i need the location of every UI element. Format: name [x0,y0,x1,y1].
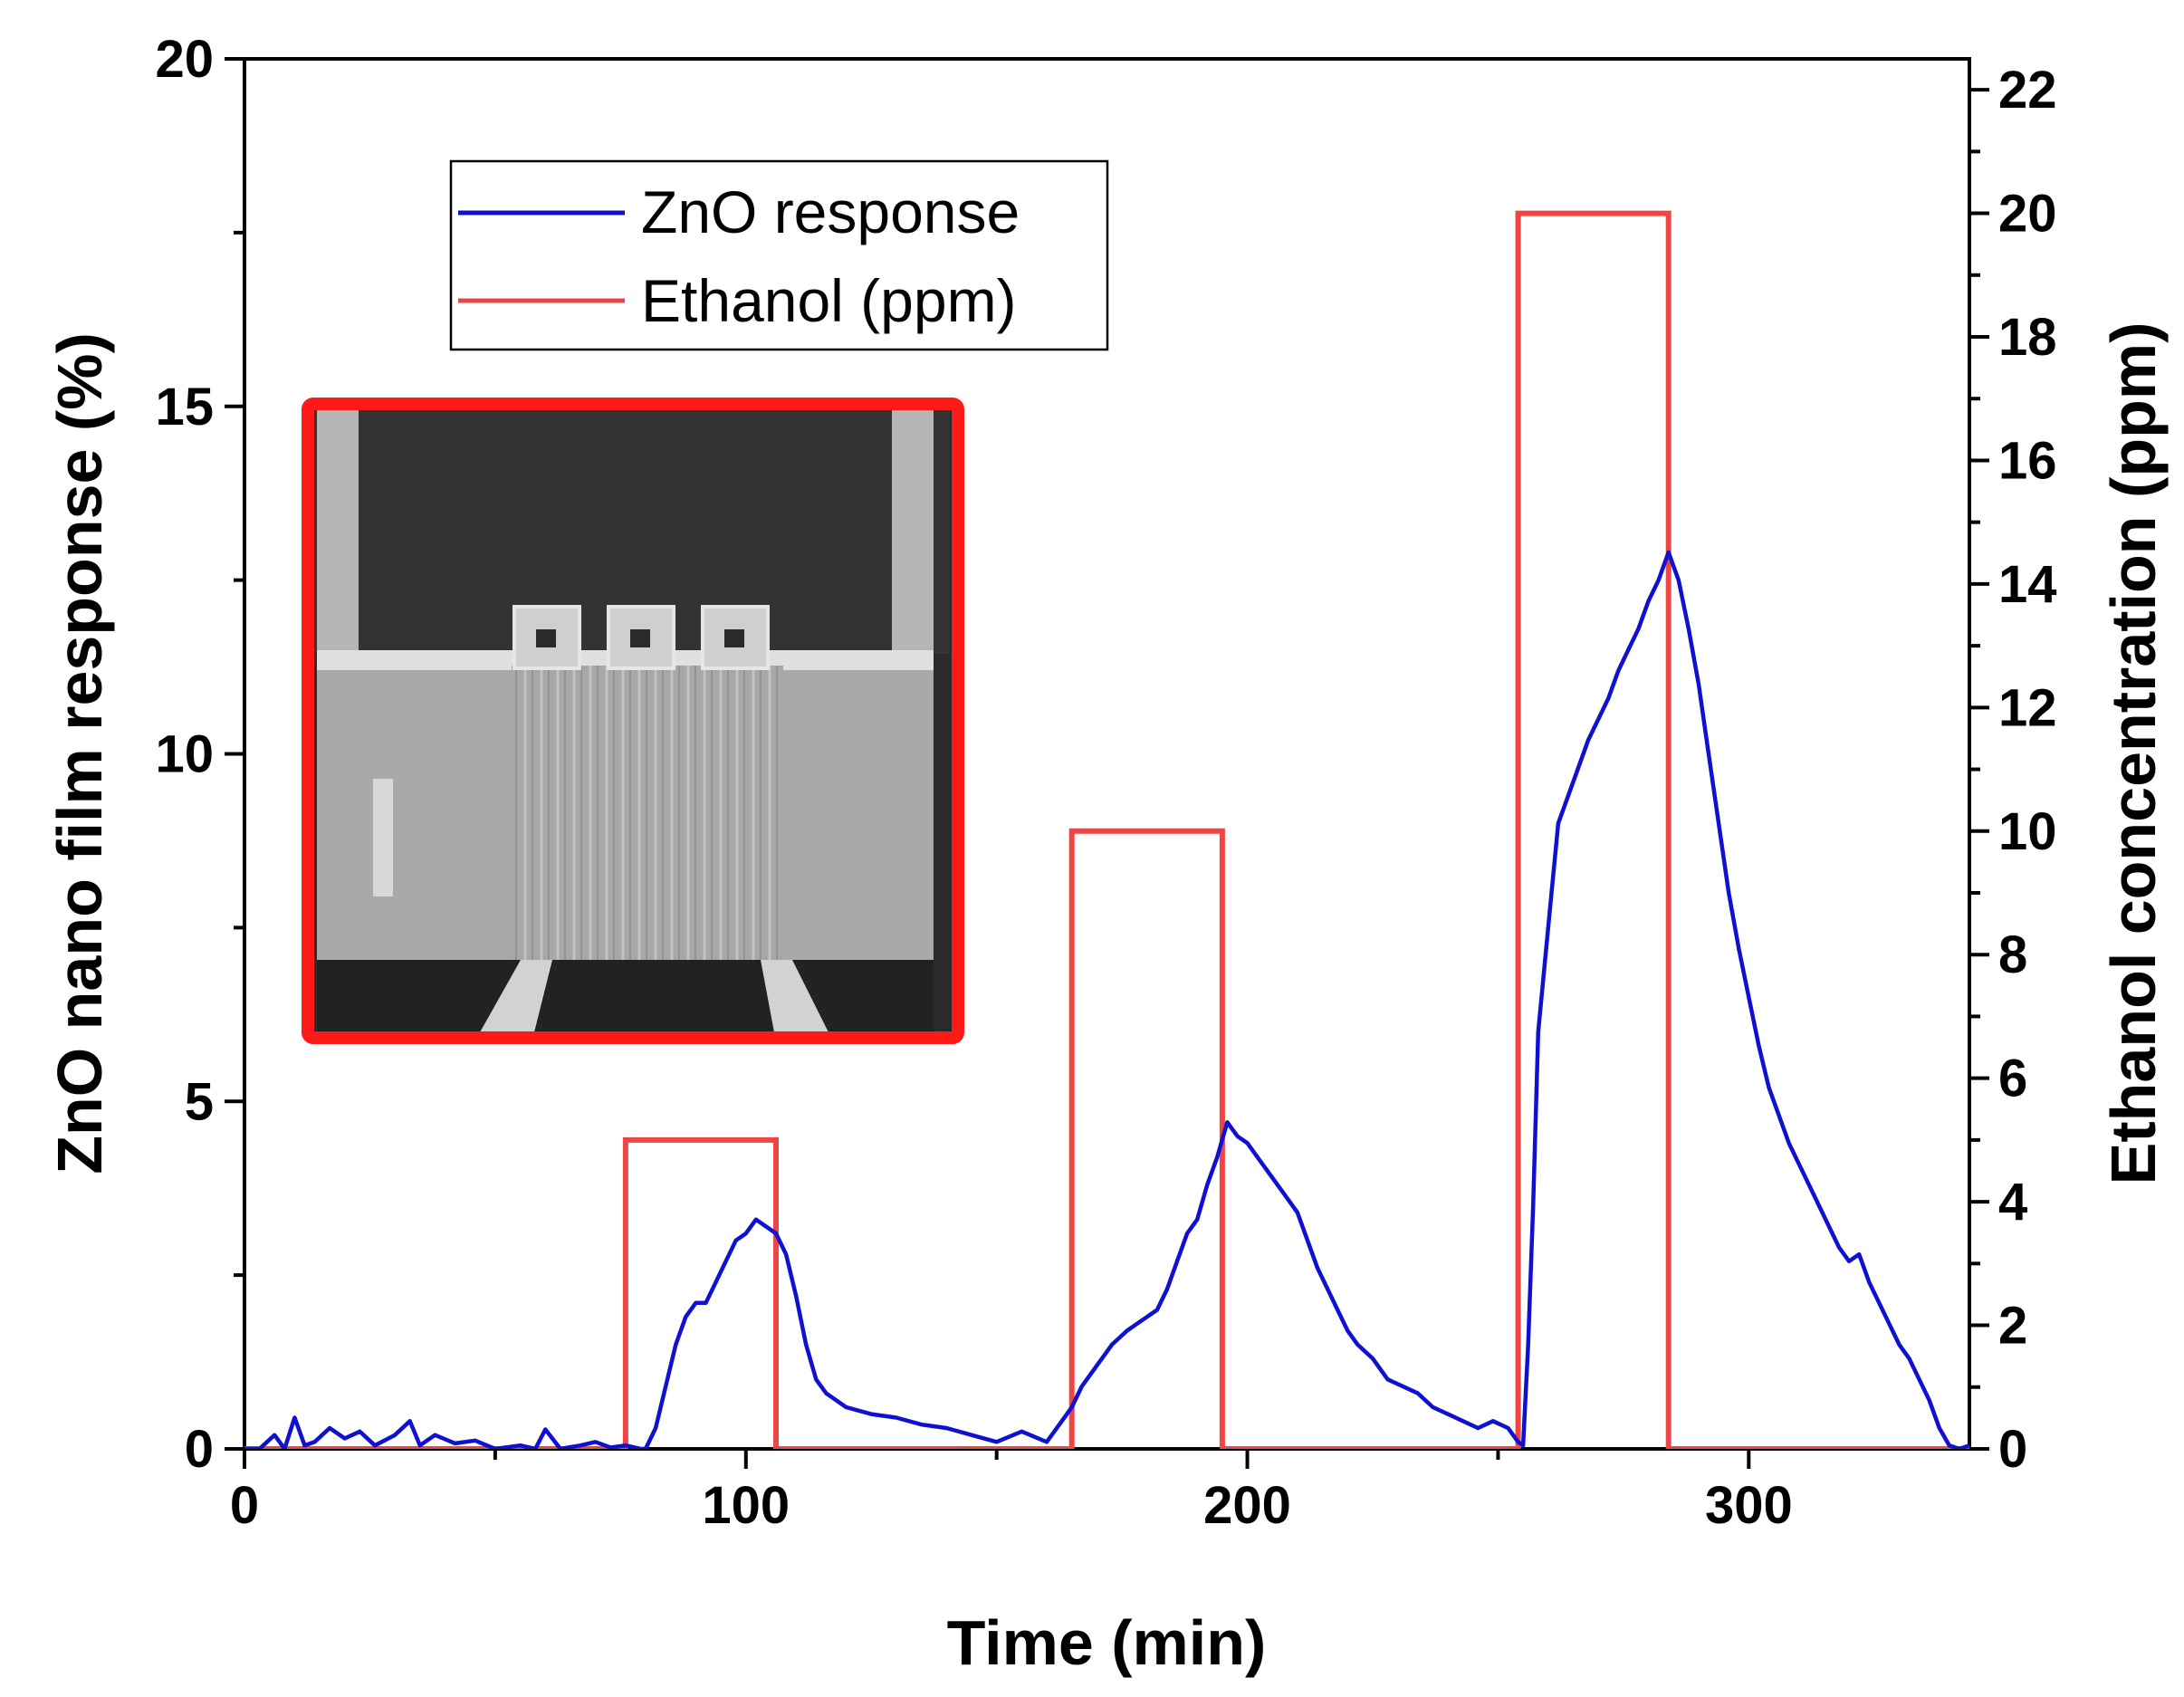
y2-tick-label: 16 [1998,431,2057,490]
sem-inset-image [302,398,964,1044]
left-axis-ticks: 0 5 10 15 20 [155,30,244,1479]
y2-tick-label: 12 [1998,678,2057,737]
y2-tick-label: 6 [1998,1050,2027,1108]
legend-label-ethanol: Ethanol (ppm) [641,267,1017,334]
y-tick-label: 10 [155,725,214,784]
legend-label-zno-response: ZnO response [641,178,1020,245]
x-axis-title: Time (min) [947,1607,1267,1678]
y2-tick-label: 22 [1998,61,2057,120]
x-tick-label: 300 [1705,1476,1793,1535]
legend-box [449,159,1109,351]
y-tick-label: 0 [185,1420,214,1479]
y2-tick-label: 4 [1998,1173,2027,1232]
legend: ZnO response Ethanol (ppm) [449,159,1109,351]
y2-tick-label: 10 [1998,802,2057,861]
right-axis-ticks: 0 2 4 6 8 10 12 14 16 18 20 22 [1969,61,2057,1479]
y-axis-title-left: ZnO nano film response (%) [44,332,115,1174]
y-axis-title-right: Ethanol concentration (ppm) [2098,322,2169,1185]
y2-tick-label: 0 [1998,1420,2027,1479]
series-line-zno-response [244,550,1969,1449]
y2-tick-label: 2 [1998,1297,2027,1356]
y2-tick-label: 14 [1998,555,2057,614]
y2-tick-label: 18 [1998,308,2057,367]
y2-tick-label: 8 [1998,925,2027,984]
y-tick-label: 20 [155,30,214,89]
x-tick-label: 100 [702,1476,790,1535]
x-tick-label: 200 [1203,1476,1291,1535]
series-line-ethanol [244,210,1969,1449]
x-tick-label: 0 [230,1476,259,1535]
y2-tick-label: 20 [1998,185,2057,244]
y-tick-label: 5 [185,1072,214,1131]
bottom-axis-ticks: 0 100 200 300 [230,1449,1793,1535]
y-tick-label: 15 [155,378,214,436]
